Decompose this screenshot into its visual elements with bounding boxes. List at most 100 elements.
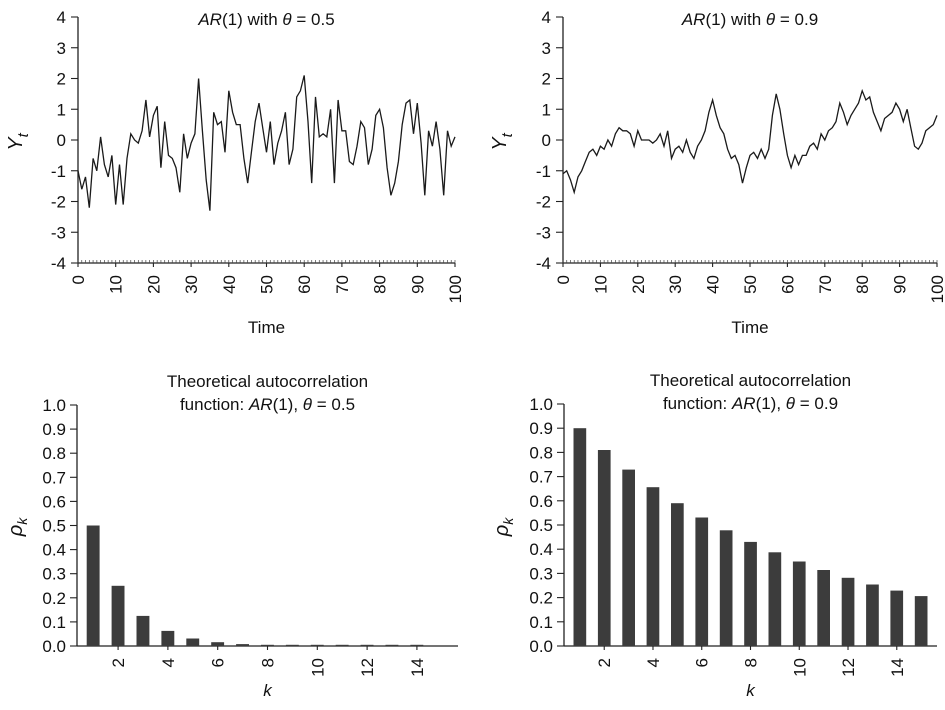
bar [86,525,100,646]
x-tick-label: 2 [109,658,128,667]
y-tick-label: 0.3 [42,565,66,584]
bar [890,590,904,646]
chart-title: AR(1) with θ = 0.9 [681,10,818,29]
bar [186,638,200,646]
x-tick-label: 10 [107,275,126,294]
x-axis-label: Time [248,318,285,337]
bar [744,541,757,646]
y-tick-label: -4 [51,254,66,273]
y-tick-label: -1 [51,162,66,181]
bar [646,487,660,646]
x-tick-label: 2 [595,658,614,667]
title-part: (1) with [222,10,282,29]
y-axis-label-sub: k [500,517,516,525]
x-tick-label: 4 [159,658,178,667]
y-tick-label: 3 [57,39,66,58]
x-tick-label: 4 [644,658,663,667]
y-tick-label: -3 [536,223,551,242]
y-tick-label: 2 [57,70,66,89]
x-tick-label: 12 [358,658,377,677]
bar [573,428,587,646]
x-tick-label: 80 [371,275,390,294]
y-tick-label: 1 [57,100,66,119]
bar [261,644,274,646]
y-tick-label: 0.8 [42,444,66,463]
y-tick-label: 0.7 [529,468,553,487]
y-tick-label: 0.3 [529,564,553,583]
title-part: = 0.9 [775,10,818,29]
x-axis-label: k [746,681,756,700]
y-tick-label: 0.2 [42,589,66,608]
x-axis-label: k [263,681,273,700]
y-axis-label-main: ρ [5,525,27,537]
y-tick-label: 0.1 [529,613,553,632]
x-tick-label: 10 [591,275,610,294]
bar [136,615,150,646]
y-tick-label: 0.8 [529,443,553,462]
x-tick-label: 12 [839,658,858,677]
bar [310,644,324,646]
y-tick-label: -2 [51,193,66,212]
title-part: = 0.5 [292,10,335,29]
y-tick-label: 0.4 [529,540,553,559]
x-tick-label: 20 [629,275,648,294]
y-tick-label: 0.5 [529,516,553,535]
title-part: AR [681,10,706,29]
y-tick-label: 0 [57,131,66,150]
y-tick-label: 2 [542,70,551,89]
y-axis-label-sub: t [499,132,516,137]
x-tick-label: 8 [742,658,761,667]
x-tick-label: 8 [259,658,278,667]
title-part: (1), [273,395,303,414]
bar [719,530,733,646]
bar [914,596,928,646]
y-tick-label: 0.4 [42,541,66,560]
title-part: = 0.5 [312,395,355,414]
x-tick-label: 6 [693,658,712,667]
y-tick-label: 0.0 [529,637,553,656]
chart-title: function: AR(1), θ = 0.5 [180,395,355,414]
x-tick-label: 40 [220,275,239,294]
y-tick-label: 0.2 [529,589,553,608]
title-part: θ [766,10,776,29]
x-tick-label: 90 [408,275,427,294]
title-part: AR [197,10,222,29]
x-tick-label: 70 [816,275,835,294]
y-tick-label: 0.0 [42,637,66,656]
chart-title: function: AR(1), θ = 0.9 [663,394,838,413]
y-axis-label: ρk [491,517,516,537]
title-part: AR [731,394,756,413]
bar [622,469,635,646]
y-tick-label: 0.7 [42,468,66,487]
y-axis-label: Yt [5,132,32,150]
y-tick-label: 1.0 [529,395,553,414]
x-tick-label: 60 [778,275,797,294]
bar [285,644,299,646]
y-tick-label: 4 [542,8,551,27]
x-tick-label: 40 [704,275,723,294]
y-tick-label: 4 [57,8,66,27]
x-tick-label: 80 [853,275,872,294]
chart-title-line1: Theoretical autocorrelation [167,372,368,391]
x-tick-label: 100 [446,275,465,303]
y-axis-label-main: Y [5,136,27,151]
title-part: θ [303,395,313,414]
y-axis-label-main: Y [489,136,511,151]
y-tick-label: 3 [542,39,551,58]
bar [817,570,830,646]
bar [360,644,374,646]
x-tick-label: 100 [928,275,945,303]
bar [335,644,349,646]
title-part: θ [786,394,796,413]
bar [161,630,175,646]
bar [410,644,424,646]
y-tick-label: 1.0 [42,396,66,415]
title-part: function: [663,394,732,413]
bar [211,642,225,646]
bar [866,584,879,646]
y-tick-label: -1 [536,162,551,181]
y-tick-label: 0.5 [42,517,66,536]
y-axis-label-main: ρ [491,525,513,537]
